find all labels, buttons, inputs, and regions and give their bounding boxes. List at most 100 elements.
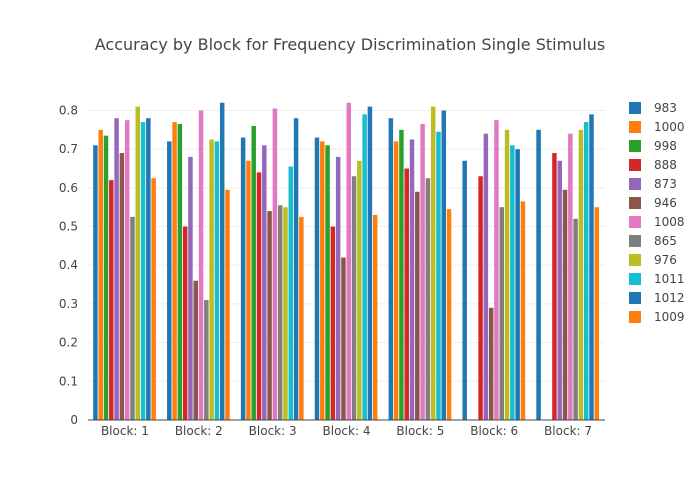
bar-946-3 xyxy=(267,211,272,420)
bar-1011-3 xyxy=(288,166,294,420)
bar-873-1 xyxy=(114,118,119,421)
bar-888-2 xyxy=(182,226,188,420)
bar-1008-4 xyxy=(346,102,351,421)
bar-1011-4 xyxy=(362,114,367,420)
legend-swatch xyxy=(629,140,641,152)
legend-swatch xyxy=(629,159,641,171)
bar-873-4 xyxy=(335,156,341,420)
x-tick-label: Block: 3 xyxy=(249,424,297,438)
bar-1009-7 xyxy=(594,207,600,420)
bar-865-4 xyxy=(351,176,357,420)
bar-873-7 xyxy=(557,160,562,420)
bar-865-7 xyxy=(573,218,578,420)
bar-865-6 xyxy=(499,207,504,420)
legend-swatch xyxy=(629,273,641,285)
x-tick-label: Block: 6 xyxy=(470,424,518,438)
bar-1009-3 xyxy=(299,216,304,421)
bar-1012-5 xyxy=(441,110,447,420)
legend-item-888[interactable]: 888 xyxy=(629,158,677,172)
bar-1011-7 xyxy=(583,122,589,420)
bar-1011-1 xyxy=(140,122,146,420)
bar-1009-6 xyxy=(520,201,526,420)
legend-swatch xyxy=(629,178,641,190)
bar-1012-4 xyxy=(367,106,373,421)
bar-865-2 xyxy=(204,300,209,420)
legend-item-1000[interactable]: 1000 xyxy=(629,120,685,134)
bar-865-5 xyxy=(425,178,431,420)
legend-item-865[interactable]: 865 xyxy=(629,234,677,248)
bar-865-3 xyxy=(277,205,283,420)
bar-888-5 xyxy=(404,168,409,420)
bar-983-6 xyxy=(462,160,467,420)
bar-888-7 xyxy=(552,153,557,421)
legend-label: 1008 xyxy=(654,215,685,229)
bar-976-3 xyxy=(283,207,288,420)
bar-1012-3 xyxy=(293,118,299,421)
bar-1011-2 xyxy=(214,141,220,420)
legend-swatch xyxy=(629,121,641,133)
x-tick-label: Block: 4 xyxy=(323,424,371,438)
legend-item-946[interactable]: 946 xyxy=(629,196,677,210)
y-tick-label: 0.1 xyxy=(59,374,78,388)
bar-1008-5 xyxy=(420,124,425,421)
bar-946-4 xyxy=(341,257,346,420)
bar-1000-4 xyxy=(320,141,325,420)
y-tick-label: 0.3 xyxy=(59,297,78,311)
bar-998-5 xyxy=(399,129,404,420)
bar-983-2 xyxy=(167,141,172,420)
bar-888-1 xyxy=(109,180,114,420)
legend-label: 1012 xyxy=(654,291,685,305)
bar-983-1 xyxy=(93,145,98,421)
bar-873-5 xyxy=(409,139,415,421)
bar-1008-7 xyxy=(568,133,573,420)
y-tick-label: 0.8 xyxy=(59,103,78,117)
legend-item-976[interactable]: 976 xyxy=(629,253,677,267)
bar-998-2 xyxy=(177,124,183,421)
bar-1012-7 xyxy=(589,114,594,420)
bar-873-3 xyxy=(262,145,267,421)
bar-888-3 xyxy=(256,172,262,420)
bar-1008-6 xyxy=(494,120,499,421)
bar-998-4 xyxy=(325,145,330,421)
legend-swatch xyxy=(629,197,641,209)
legend-item-1012[interactable]: 1012 xyxy=(629,291,685,305)
legend-label: 1011 xyxy=(654,272,685,286)
legend-swatch xyxy=(629,235,641,247)
y-tick-label: 0.5 xyxy=(59,220,78,234)
bar-1009-4 xyxy=(372,214,378,420)
bar-998-3 xyxy=(251,125,256,420)
legend-swatch xyxy=(629,102,641,114)
legend-item-1008[interactable]: 1008 xyxy=(629,215,685,229)
legend-item-873[interactable]: 873 xyxy=(629,177,677,191)
bar-946-7 xyxy=(562,189,568,420)
bar-976-6 xyxy=(504,129,510,420)
bar-976-5 xyxy=(430,106,436,421)
legend-item-998[interactable]: 998 xyxy=(629,139,677,153)
bar-976-1 xyxy=(135,106,140,421)
bars xyxy=(93,102,600,421)
bar-873-6 xyxy=(483,133,489,420)
bar-1008-3 xyxy=(272,108,278,420)
bar-976-4 xyxy=(357,160,362,420)
legend-label: 983 xyxy=(654,101,677,115)
legend-item-1011[interactable]: 1011 xyxy=(629,272,685,286)
bar-1008-2 xyxy=(198,110,204,420)
legend-item-1009[interactable]: 1009 xyxy=(629,310,685,324)
bar-1000-2 xyxy=(172,122,177,420)
legend-item-983[interactable]: 983 xyxy=(629,101,677,115)
bar-888-4 xyxy=(330,226,336,420)
bar-873-2 xyxy=(188,156,193,420)
bar-1009-2 xyxy=(225,189,230,420)
legend[interactable]: 983 1000 998 888 873 946 1008 865 976 1011 1012 100… xyxy=(629,101,685,324)
legend-label: 865 xyxy=(654,234,677,248)
legend-label: 946 xyxy=(654,196,677,210)
bar-1000-5 xyxy=(393,141,399,420)
y-tick-label: 0.4 xyxy=(59,258,78,272)
bar-1012-6 xyxy=(515,149,520,421)
y-tick-label: 0.6 xyxy=(59,181,78,195)
bar-946-2 xyxy=(193,280,198,420)
y-tick-label: 0.2 xyxy=(59,336,78,350)
bar-1008-1 xyxy=(124,120,130,421)
legend-label: 873 xyxy=(654,177,677,191)
bar-983-5 xyxy=(388,118,394,421)
